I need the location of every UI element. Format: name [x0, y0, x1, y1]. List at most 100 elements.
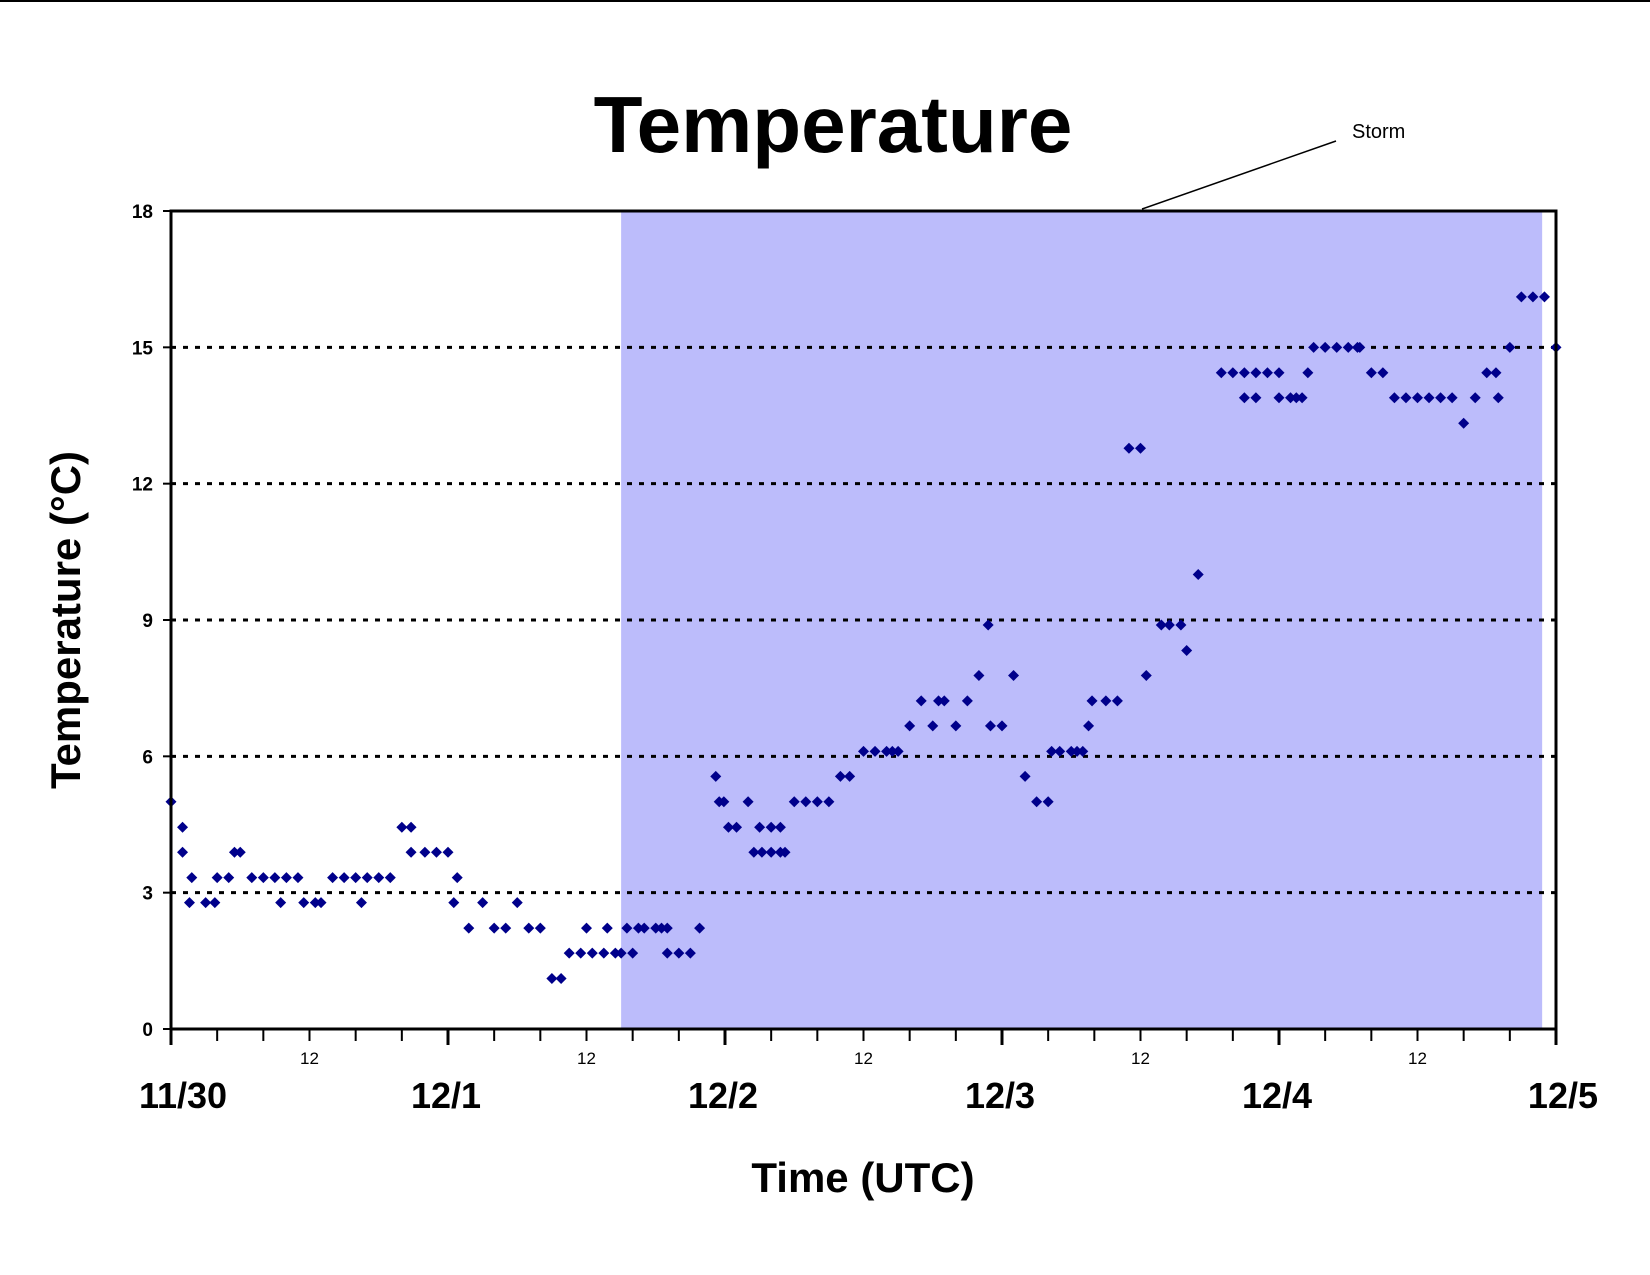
data-point: [1273, 367, 1285, 379]
data-point: [915, 695, 927, 707]
data-point: [546, 973, 558, 985]
data-point: [246, 872, 258, 884]
data-point: [405, 846, 417, 858]
data-point: [477, 897, 489, 909]
data-point: [927, 720, 939, 732]
data-point: [601, 922, 613, 934]
data-point: [1042, 796, 1054, 808]
data-point: [1250, 367, 1262, 379]
data-point: [1086, 695, 1098, 707]
data-point: [779, 846, 791, 858]
data-point: [488, 922, 500, 934]
x-axis-label: Time (UTC): [751, 1154, 974, 1201]
data-point: [1071, 745, 1083, 757]
y-axis-ticks: 0 3 6 9 12 15 18: [132, 202, 171, 1041]
data-point: [275, 897, 287, 909]
data-point: [598, 947, 610, 959]
x-day-label: 12/1: [411, 1075, 481, 1116]
data-point: [694, 922, 706, 934]
x-axis-ticks: 12 12 12 12 12 11/30 12/1 12/2 12/3 12/4 12/5: [139, 1029, 1598, 1116]
data-point: [534, 922, 546, 934]
data-point: [748, 846, 760, 858]
data-point: [731, 821, 743, 833]
data-point: [292, 872, 304, 884]
data-point: [1538, 291, 1550, 303]
x-hour-label: 12: [1408, 1049, 1427, 1068]
data-point: [632, 922, 644, 934]
data-point: [858, 745, 869, 757]
data-point: [774, 821, 786, 833]
data-point: [1342, 341, 1354, 353]
data-point: [1192, 569, 1204, 581]
data-point: [627, 947, 639, 959]
data-point: [1285, 392, 1297, 404]
data-point: [1492, 392, 1504, 404]
data-point: [223, 872, 235, 884]
data-point: [996, 720, 1008, 732]
data-point: [834, 770, 846, 782]
y-tick-label: 0: [142, 1020, 153, 1041]
data-point: [500, 922, 512, 934]
data-point: [1238, 367, 1250, 379]
data-point: [823, 796, 835, 808]
data-point: [869, 745, 881, 757]
data-point: [183, 897, 195, 909]
data-point: [892, 745, 904, 757]
data-point: [200, 897, 212, 909]
data-point: [1435, 392, 1447, 404]
y-axis-label: Temperature (°C): [42, 451, 89, 789]
data-point: [430, 846, 442, 858]
data-point: [280, 872, 292, 884]
x-hour-label: 12: [577, 1049, 596, 1068]
top-border-line: [0, 0, 1650, 2]
data-point: [257, 872, 269, 884]
data-point: [933, 695, 945, 707]
data-point: [177, 821, 189, 833]
data-point: [765, 821, 777, 833]
data-point: [938, 695, 950, 707]
data-point: [1377, 367, 1389, 379]
data-point: [1046, 745, 1058, 757]
data-point: [177, 846, 189, 858]
data-point: [742, 796, 754, 808]
data-point: [355, 897, 367, 909]
data-point: [609, 947, 621, 959]
data-point: [881, 745, 893, 757]
data-point: [555, 973, 567, 985]
data-point: [1175, 619, 1187, 631]
x-hour-label: 12: [300, 1049, 319, 1068]
data-point: [950, 720, 962, 732]
data-point: [1423, 392, 1435, 404]
data-point: [511, 897, 523, 909]
data-point: [1365, 367, 1377, 379]
data-point: [788, 796, 800, 808]
data-point: [396, 821, 408, 833]
data-point: [765, 846, 777, 858]
data-point: [327, 872, 339, 884]
data-point: [1481, 367, 1493, 379]
data-point: [615, 947, 627, 959]
data-point: [754, 821, 766, 833]
data-point: [982, 619, 994, 631]
data-point: [621, 922, 633, 934]
data-point: [315, 897, 327, 909]
data-point: [904, 720, 916, 732]
data-point: [1515, 291, 1527, 303]
data-point: [1290, 392, 1302, 404]
data-point: [1077, 745, 1089, 757]
data-point: [298, 897, 310, 909]
data-point: [1527, 291, 1539, 303]
data-point: [523, 922, 535, 934]
x-day-label: 12/2: [688, 1075, 758, 1116]
data-point: [1261, 367, 1273, 379]
data-point: [373, 872, 385, 884]
data-point: [886, 745, 898, 757]
data-point: [1469, 392, 1481, 404]
data-point: [1504, 341, 1516, 353]
data-point: [350, 872, 362, 884]
data-point: [563, 947, 575, 959]
storm-label: Storm: [1352, 121, 1405, 143]
data-point: [1031, 796, 1043, 808]
data-point: [1135, 442, 1146, 454]
